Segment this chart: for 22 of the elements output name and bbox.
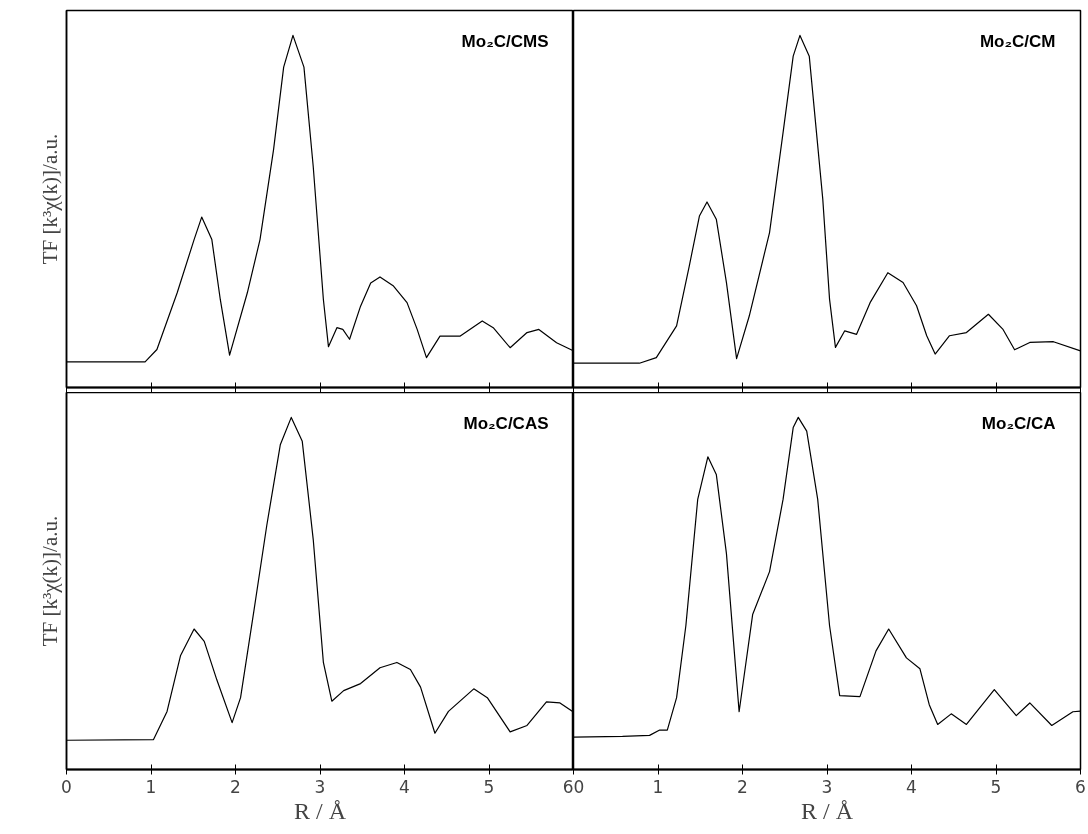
x-axis-title: R / Å [294, 797, 347, 824]
x-tick-label: 0 [573, 776, 585, 797]
annotation: Mo₂C/CMS [461, 31, 549, 51]
x-tick-label: 1 [652, 776, 664, 797]
x-tick-label: 4 [906, 776, 917, 797]
x-tick-label: 2 [737, 776, 748, 797]
x-axis-title: R / Å [801, 797, 854, 824]
annotation: Mo₂C/CM [979, 31, 1056, 51]
x-tick-label: 6 [1075, 776, 1086, 797]
x-tick-label: 3 [821, 776, 833, 797]
x-tick-label: 3 [314, 776, 326, 797]
x-tick-label: 1 [145, 776, 157, 797]
annotation: Mo₂C/CAS [463, 413, 549, 433]
x-tick-label: 6 [562, 776, 574, 797]
x-tick-label: 5 [990, 776, 1002, 797]
annotation: Mo₂C/CA [981, 413, 1056, 433]
x-tick-label: 0 [61, 776, 72, 797]
x-tick-label: 2 [230, 776, 241, 797]
y-axis-title: TF [k³χ(k)]/a.u. [37, 133, 62, 265]
x-tick-label: 5 [483, 776, 495, 797]
x-tick-label: 4 [399, 776, 410, 797]
y-axis-title: TF [k³χ(k)]/a.u. [37, 515, 62, 647]
